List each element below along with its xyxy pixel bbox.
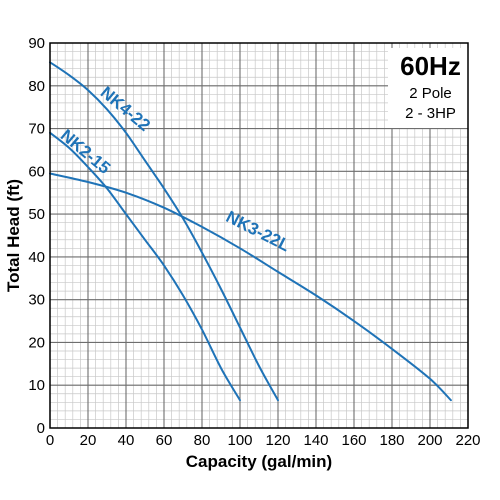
x-tick-label: 100	[227, 432, 252, 449]
x-tick-label: 160	[341, 432, 366, 449]
y-axis-ticks: 0 10 20 30 40 50 60 70 80 90	[28, 35, 45, 437]
x-tick-label: 80	[194, 432, 211, 449]
curves	[49, 61, 452, 402]
x-tick-label: 60	[156, 432, 173, 449]
x-axis-ticks: 0 20 40 60 80 100 120 140 160 180 200 220	[46, 432, 481, 449]
y-tick-label: 30	[28, 292, 45, 309]
x-tick-label: 20	[80, 432, 97, 449]
plot-frame	[49, 42, 469, 429]
x-tick-label: 120	[265, 432, 290, 449]
y-tick-label: 70	[28, 121, 45, 138]
y-tick-label: 0	[37, 420, 45, 437]
x-tick-label: 0	[46, 432, 54, 449]
y-tick-label: 20	[28, 334, 45, 351]
x-tick-label: 180	[379, 432, 404, 449]
inset-box: 60Hz 2 Pole 2 - 3HP	[388, 48, 473, 128]
y-tick-label: 90	[28, 35, 45, 52]
inset-line-1: 2 Pole	[409, 85, 452, 102]
x-axis-label: Capacity (gal/min)	[186, 452, 332, 471]
y-axis-label: Total Head (ft)	[4, 179, 23, 292]
x-tick-label: 200	[417, 432, 442, 449]
curve-nk3-22l	[49, 172, 452, 402]
y-tick-label: 80	[28, 78, 45, 95]
inset-title: 60Hz	[400, 51, 461, 81]
x-tick-label: 140	[303, 432, 328, 449]
y-tick-label: 10	[28, 377, 45, 394]
curve-nk2-15	[49, 131, 241, 402]
y-tick-label: 50	[28, 206, 45, 223]
y-tick-label: 40	[28, 249, 45, 266]
inset-line-2: 2 - 3HP	[405, 105, 456, 122]
x-tick-label: 40	[118, 432, 135, 449]
x-tick-label: 220	[455, 432, 480, 449]
curve-nk4-22	[49, 61, 279, 402]
y-tick-label: 60	[28, 163, 45, 180]
